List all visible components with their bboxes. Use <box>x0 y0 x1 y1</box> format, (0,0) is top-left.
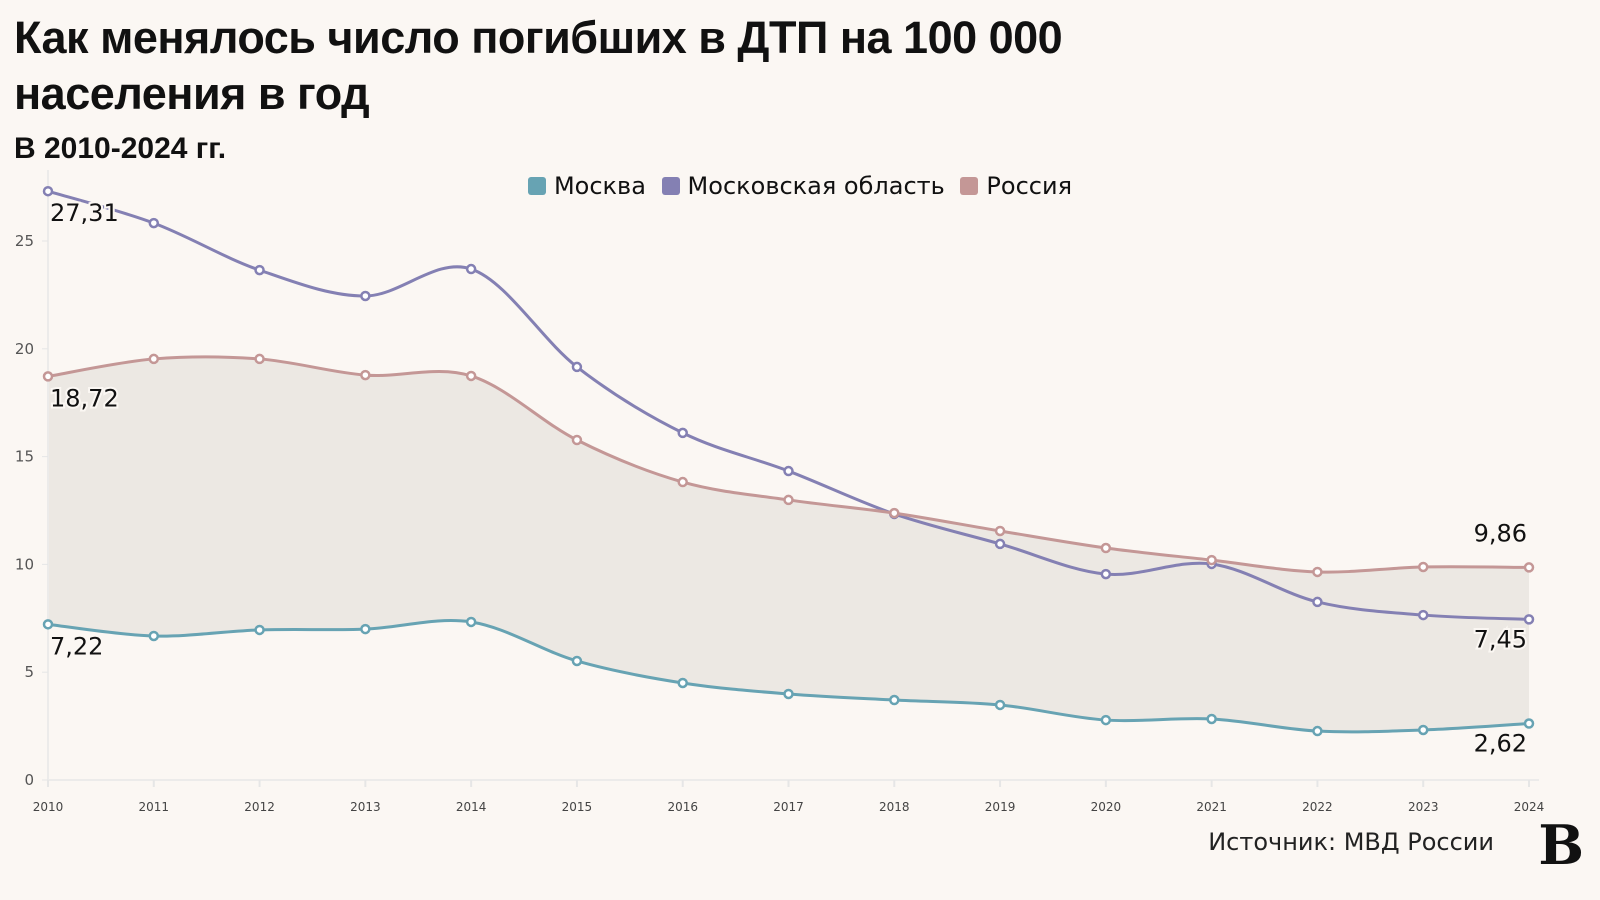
data-point <box>783 688 794 700</box>
y-tick-label: 15 <box>15 448 34 466</box>
legend-swatch <box>527 177 546 195</box>
data-point <box>1523 562 1535 573</box>
data-point <box>1417 561 1429 573</box>
legend-label: Московская область <box>687 172 945 200</box>
data-point <box>571 434 583 446</box>
data-point <box>465 263 477 275</box>
x-tick-label: 2022 <box>1302 800 1333 814</box>
data-point <box>571 361 583 373</box>
data-point <box>889 694 900 706</box>
series-line-1 <box>47 189 1530 621</box>
legend-swatch <box>960 177 979 195</box>
data-point <box>42 185 54 197</box>
x-tick-label: 2012 <box>244 800 275 814</box>
data-point <box>254 624 265 636</box>
data-point <box>1417 609 1429 621</box>
data-point <box>254 264 265 276</box>
x-tick-label: 2021 <box>1196 800 1227 814</box>
data-label-last: 2,62 <box>1474 730 1527 758</box>
x-tick-label: 2011 <box>139 800 170 814</box>
x-tick-label: 2018 <box>879 800 910 814</box>
data-point <box>148 353 160 365</box>
data-point <box>360 369 371 381</box>
data-point <box>1312 566 1323 578</box>
data-label-last: 9,86 <box>1474 519 1527 547</box>
data-point <box>1100 714 1112 726</box>
legend-label: Москва <box>553 172 646 200</box>
x-tick-label: 2014 <box>456 800 487 814</box>
data-point <box>254 353 265 365</box>
data-point <box>42 619 54 630</box>
data-label-last: 7,45 <box>1474 625 1527 653</box>
x-tick-label: 2017 <box>773 800 804 814</box>
data-point <box>1206 713 1217 725</box>
data-label-first: 18,72 <box>50 384 119 412</box>
data-point <box>889 507 900 519</box>
data-point <box>465 370 477 382</box>
data-point <box>148 217 160 229</box>
x-tick-label: 2024 <box>1514 800 1545 814</box>
data-point <box>465 616 477 628</box>
x-tick-label: 2020 <box>1091 800 1122 814</box>
vedomosti-logo: В <box>1538 813 1584 877</box>
x-tick-label: 2019 <box>985 800 1016 814</box>
data-point <box>1206 554 1217 566</box>
data-point <box>677 677 688 689</box>
data-point <box>1100 542 1112 554</box>
data-point <box>360 623 371 635</box>
x-tick-label: 2015 <box>562 800 593 814</box>
chart-subtitle: В 2010-2024 гг. <box>14 132 227 165</box>
data-point <box>677 427 688 439</box>
data-point <box>994 538 1006 550</box>
data-point <box>783 465 794 477</box>
legend-item-russia[interactable]: Россия <box>960 172 1072 200</box>
data-point <box>360 290 371 302</box>
legend: Москва Московская область Россия <box>0 172 1600 201</box>
x-tick-label: 2016 <box>667 800 698 814</box>
data-point <box>783 494 794 506</box>
y-tick-label: 20 <box>15 340 34 358</box>
x-tick-label: 2013 <box>350 800 381 814</box>
data-point <box>1312 596 1323 608</box>
legend-item-moscow[interactable]: Москва <box>527 172 646 200</box>
x-tick-label: 2010 <box>33 800 64 814</box>
legend-item-moscow-region[interactable]: Московская область <box>661 172 945 200</box>
legend-swatch <box>661 177 680 195</box>
y-tick-label: 0 <box>24 771 34 789</box>
data-label-first: 7,22 <box>50 632 103 660</box>
chart-title: Как менялось число погибших в ДТП на 100… <box>14 12 1063 119</box>
y-tick-label: 10 <box>15 555 34 573</box>
y-tick-label: 25 <box>15 232 34 250</box>
data-point <box>1523 718 1535 729</box>
data-point <box>42 371 54 382</box>
data-label-first: 27,31 <box>50 199 119 227</box>
y-tick-label: 5 <box>24 663 34 681</box>
data-point <box>571 655 583 667</box>
data-point <box>1100 568 1112 580</box>
shaded-area <box>48 356 1529 732</box>
x-tick-label: 2023 <box>1408 800 1439 814</box>
data-point <box>994 699 1006 711</box>
data-point <box>1417 724 1429 736</box>
data-point <box>1523 614 1535 625</box>
data-point <box>1312 725 1323 737</box>
data-point <box>994 525 1006 537</box>
legend-label: Россия <box>986 172 1073 200</box>
data-point <box>677 476 688 488</box>
data-point <box>148 630 160 642</box>
source-note: Источник: МВД России <box>1208 828 1494 856</box>
